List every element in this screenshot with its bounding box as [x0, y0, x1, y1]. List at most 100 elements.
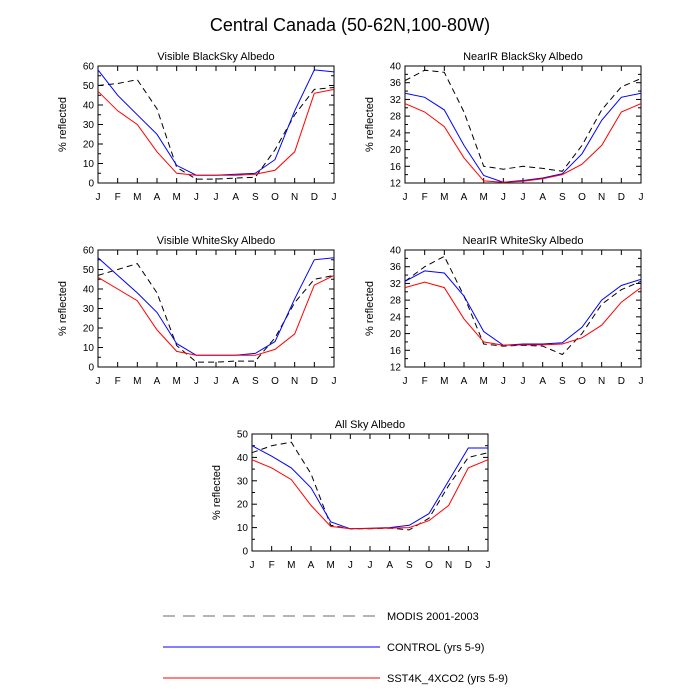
y-axis-label: % reflected [57, 97, 69, 152]
y-tick-label: 40 [237, 453, 249, 464]
y-tick-label: 16 [390, 162, 402, 173]
legend-label-control: CONTROL (yrs 5-9) [387, 642, 484, 654]
x-tick-label: S [559, 192, 566, 203]
y-axis-label: % reflected [57, 281, 69, 336]
legend-label-sst4k: SST4K_4XCO2 (yrs 5-9) [387, 673, 508, 685]
y-tick-label: 12 [390, 363, 402, 374]
x-tick-label: D [311, 376, 318, 387]
x-tick-label: J [639, 376, 644, 387]
x-tick-label: J [332, 376, 337, 387]
y-tick-label: 30 [237, 476, 249, 487]
x-tick-label: J [250, 560, 255, 571]
series-line-control [97, 69, 335, 176]
x-tick-label: J [96, 192, 101, 203]
x-tick-label: M [440, 376, 448, 387]
x-tick-label: N [291, 192, 298, 203]
panel-1: Visible BlackSky Albedo % reflected 0 10 20 3… [57, 51, 337, 203]
y-tick-label: 40 [83, 101, 95, 112]
y-tick-label: 30 [83, 120, 95, 131]
x-tick-label: N [598, 376, 605, 387]
x-tick-label: A [539, 376, 546, 387]
y-tick-label: 50 [83, 265, 95, 276]
y-tick-label: 20 [390, 145, 402, 156]
series-line-control [251, 445, 488, 530]
x-tick-label: J [639, 192, 644, 203]
x-tick-label: D [465, 560, 472, 571]
y-tick-label: 28 [390, 296, 402, 307]
series-line-modis [97, 263, 335, 363]
panel-title: Visible WhiteSky Albedo [157, 235, 275, 247]
x-tick-label: A [232, 192, 239, 203]
y-tick-label: 36 [390, 78, 402, 89]
plot-frame [251, 433, 489, 552]
x-tick-label: M [479, 376, 487, 387]
y-tick-label: 60 [83, 246, 95, 257]
x-tick-label: S [406, 560, 413, 571]
y-tick-label: 16 [390, 346, 402, 357]
y-tick-label: 10 [237, 523, 249, 534]
panel-title: All Sky Albedo [335, 419, 405, 431]
x-tick-label: F [115, 192, 121, 203]
y-tick-label: 24 [390, 312, 402, 323]
x-tick-label: J [332, 192, 337, 203]
x-tick-label: D [311, 192, 318, 203]
series-line-sst4k [97, 88, 335, 176]
x-tick-label: A [232, 376, 239, 387]
panel-2: NearIR BlackSky Albedo % reflected 12 16 20 2… [364, 51, 644, 203]
x-tick-label: J [521, 376, 526, 387]
y-tick-label: 0 [242, 547, 248, 558]
x-tick-label: A [539, 192, 546, 203]
x-tick-label: M [172, 376, 180, 387]
series-line-modis [404, 69, 642, 172]
x-tick-label: M [479, 192, 487, 203]
panels: Visible BlackSky Albedo % reflected 0 10 20 3… [57, 51, 644, 571]
x-tick-label: S [252, 192, 259, 203]
x-tick-label: F [422, 192, 428, 203]
x-tick-label: J [214, 376, 219, 387]
y-tick-label: 10 [83, 159, 95, 170]
y-tick-label: 28 [390, 112, 402, 123]
x-tick-label: F [422, 376, 428, 387]
y-tick-label: 12 [390, 179, 402, 190]
y-tick-label: 20 [390, 329, 402, 340]
panel-3: Visible WhiteSky Albedo % reflected 0 10 20 3… [57, 235, 337, 387]
x-tick-label: A [461, 192, 468, 203]
x-tick-label: O [425, 560, 433, 571]
x-tick-label: J [486, 560, 491, 571]
series-line-sst4k [251, 459, 489, 530]
y-tick-label: 60 [83, 62, 95, 73]
x-tick-label: A [386, 560, 393, 571]
x-tick-label: S [559, 376, 566, 387]
main-title: Central Canada (50-62N,100-80W) [210, 15, 490, 35]
plot-frame [97, 65, 335, 184]
series-line-control [404, 92, 642, 183]
x-tick-label: M [172, 192, 180, 203]
series-line-control [97, 257, 335, 356]
y-tick-label: 40 [390, 246, 402, 257]
series-line-sst4k [404, 103, 642, 183]
x-tick-label: J [194, 376, 199, 387]
y-tick-label: 50 [237, 430, 249, 441]
x-tick-label: D [618, 376, 625, 387]
series-line-control [404, 270, 642, 346]
y-tick-label: 0 [88, 179, 94, 190]
y-tick-label: 20 [83, 140, 95, 151]
y-axis-label: % reflected [364, 281, 376, 336]
y-tick-label: 30 [83, 304, 95, 315]
x-tick-label: J [368, 560, 373, 571]
y-tick-label: 24 [390, 128, 402, 139]
x-tick-label: D [618, 192, 625, 203]
x-tick-label: F [269, 560, 275, 571]
x-tick-label: A [154, 192, 161, 203]
x-tick-label: M [326, 560, 334, 571]
panel-title: NearIR BlackSky Albedo [463, 51, 583, 63]
y-tick-label: 40 [390, 62, 402, 73]
y-tick-label: 40 [83, 285, 95, 296]
x-tick-label: J [348, 560, 353, 571]
series-line-modis [251, 441, 489, 531]
y-tick-label: 20 [237, 500, 249, 511]
y-tick-label: 36 [390, 262, 402, 273]
